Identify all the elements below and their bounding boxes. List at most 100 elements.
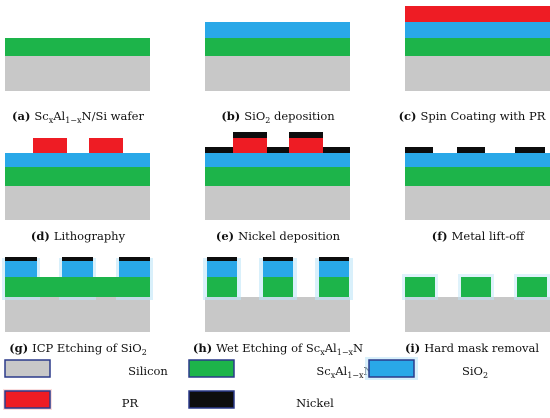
legend-pr: PR [3,389,139,410]
legend-sub: 1−x [347,371,364,380]
nickel-mask [62,257,93,261]
scaln-pillar [319,277,349,297]
caption-letter: (g) [9,341,28,355]
caption-text: SiO [244,109,265,123]
silicon-layer [5,55,150,91]
scaln-pillar [405,277,435,297]
caption-sub: 1−x [65,116,82,125]
scaln-pillar [461,277,491,297]
legend-text: PR [122,396,139,410]
material-legend: Silicon ScxAl1−xN SiO2 PR Nickel [3,357,488,410]
process-panels [2,6,550,332]
caption-text: Al [52,109,65,123]
legend-text: SiO [462,364,483,378]
caption-sub: 1−x [337,348,354,357]
legend-label-silicon: Silicon [128,364,168,378]
scaln-layer [5,277,150,297]
nickel-mask [515,147,545,153]
legend-text: Nickel [296,396,334,410]
caption-text: Wet Etching of Sc [216,341,320,355]
caption-g: (g) ICP Etching of SiO2 [9,341,147,357]
silicon-layer [405,297,550,332]
scaln-layer [5,38,150,56]
caption-f: (f) Metal lift-off [432,229,525,243]
panel-h-stack [203,257,353,332]
sio2-pillar [62,261,93,277]
caption-sub: x [320,348,325,357]
legend-sub: 2 [483,371,488,380]
caption-text: Nickel deposition [238,229,341,243]
caption-c: (c) Spin Coating with PR [399,109,546,123]
caption-text: Spin Coating with PR [421,109,546,123]
panel-g-stack [2,257,153,332]
silicon-layer [405,55,550,91]
sio2-pillar [263,261,293,277]
nickel-mask [319,257,349,261]
caption-letter: (i) [405,341,420,355]
sio2-layer [205,153,350,167]
legend-swatch-scaln [188,359,235,378]
caption-d: (d) Lithography [31,229,126,243]
nickel-on-sio2 [205,147,233,153]
panel-i-stack [402,274,550,332]
sio2-pillar [207,261,237,277]
legend-swatch-nickel [188,390,235,409]
nickel-mask [405,147,433,153]
panel-d-stack [5,138,150,220]
legend-label-pr: PR [122,396,139,410]
sio2-layer [405,153,550,167]
caption-sub: 2 [265,116,270,125]
legend-text: Silicon [128,364,168,378]
caption-text: ICP Etching of SiO [32,341,142,355]
panel-c-stack [405,6,550,91]
sio2-layer [5,153,150,167]
legend-sub: x [331,371,336,380]
legend-label-nickel: Nickel [296,396,334,410]
nickel-on-sio2 [323,147,350,153]
caption-text: N/Si wafer [82,109,145,123]
scaln-layer [405,38,550,56]
caption-text: Lithography [54,229,126,243]
caption-e: (e) Nickel deposition [216,229,341,243]
caption-a: (a) ScxAl1−xN/Si wafer [12,109,144,125]
sio2-pillar [5,261,37,277]
caption-letter: (h) [193,341,212,355]
nickel-mask [457,147,485,153]
caption-letter: (e) [216,229,234,243]
caption-letter: (b) [221,109,240,123]
silicon-layer [205,297,350,332]
caption-text: Metal lift-off [452,229,525,243]
silicon-layer [205,186,350,220]
nickel-mask [263,257,293,261]
caption-letter: (f) [432,229,448,243]
sio2-layer [405,22,550,38]
sio2-layer [205,22,350,38]
legend-swatch-sio2 [368,359,415,378]
legend-sio2: SiO2 [365,357,488,380]
photoresist-pattern [233,137,267,153]
silicon-layer [205,55,350,91]
scaln-pillar [517,277,547,297]
nickel-mask [5,257,37,261]
legend-swatch-silicon [4,359,51,378]
nickel-mask [207,257,237,261]
scaln-pillar [207,277,237,297]
photoresist-layer [405,6,550,22]
nickel-on-pr [233,132,267,138]
silicon-layer [5,186,150,220]
caption-i: (i) Hard mask removal [405,341,539,355]
panel-f-stack [405,147,550,220]
caption-letter: (c) [399,109,417,123]
caption-text: Hard mask removal [424,341,539,355]
legend-scaln: ScxAl1−xN [188,359,374,380]
legend-swatch-pr [4,390,51,409]
caption-text: Al [324,341,337,355]
legend-text: Al [334,364,347,378]
silicon-layer [5,297,150,332]
caption-letter: (d) [31,229,50,243]
caption-h: (h) Wet Etching of ScxAl1−xN [193,341,363,357]
caption-text: N [353,341,363,355]
panel-b-stack [205,22,350,91]
photoresist-pattern [289,137,323,153]
